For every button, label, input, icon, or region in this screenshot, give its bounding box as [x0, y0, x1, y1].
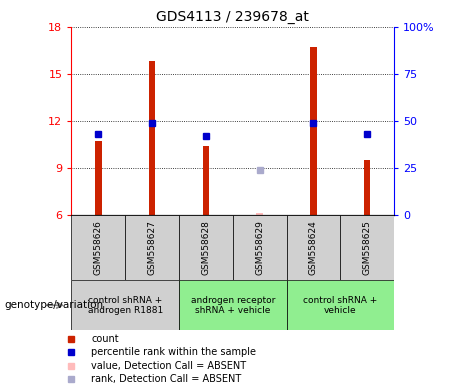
Text: GSM558629: GSM558629 [255, 220, 264, 275]
Bar [179, 280, 287, 330]
Bar [95, 141, 101, 215]
Text: GSM558625: GSM558625 [363, 220, 372, 275]
Bar [149, 61, 155, 215]
Text: control shRNA +
androgen R1881: control shRNA + androgen R1881 [88, 296, 163, 315]
Text: androgen receptor
shRNA + vehicle: androgen receptor shRNA + vehicle [190, 296, 275, 315]
Title: GDS4113 / 239678_at: GDS4113 / 239678_at [156, 10, 309, 25]
Text: GSM558627: GSM558627 [148, 220, 157, 275]
Text: GSM558628: GSM558628 [201, 220, 210, 275]
Bar [179, 215, 233, 280]
Bar [125, 215, 179, 280]
Text: percentile rank within the sample: percentile rank within the sample [91, 348, 256, 358]
Bar [233, 215, 287, 280]
Bar [287, 280, 394, 330]
Text: genotype/variation: genotype/variation [5, 300, 104, 310]
Text: rank, Detection Call = ABSENT: rank, Detection Call = ABSENT [91, 374, 242, 384]
Text: count: count [91, 334, 119, 344]
Bar [256, 213, 263, 215]
Text: control shRNA +
vehicle: control shRNA + vehicle [303, 296, 378, 315]
Bar [340, 215, 394, 280]
Bar [364, 160, 371, 215]
Bar [203, 146, 209, 215]
Text: value, Detection Call = ABSENT: value, Detection Call = ABSENT [91, 361, 246, 371]
Bar [310, 47, 317, 215]
Bar [287, 215, 340, 280]
Text: GSM558624: GSM558624 [309, 220, 318, 275]
Bar [71, 280, 179, 330]
Text: GSM558626: GSM558626 [94, 220, 103, 275]
Bar [71, 215, 125, 280]
